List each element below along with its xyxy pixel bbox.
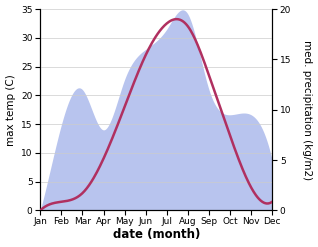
Y-axis label: max temp (C): max temp (C) xyxy=(5,74,16,146)
Y-axis label: med. precipitation (kg/m2): med. precipitation (kg/m2) xyxy=(302,40,313,180)
X-axis label: date (month): date (month) xyxy=(113,228,200,242)
